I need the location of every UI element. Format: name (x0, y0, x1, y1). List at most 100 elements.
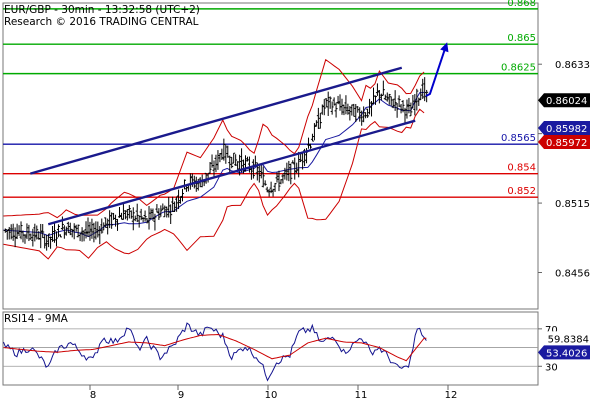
rsi-ma-line (3, 333, 427, 362)
ohlc-bar (17, 225, 21, 236)
ohlc-bar (106, 218, 110, 235)
rsi-line (3, 322, 427, 382)
ohlc-bar (238, 154, 242, 176)
ohlc-bar (72, 223, 76, 240)
moving-average (3, 91, 425, 238)
rsi-frame (2, 311, 539, 386)
ohlc-bar (194, 176, 198, 192)
ohlc-bar (285, 162, 289, 181)
ohlc-bar (340, 98, 344, 115)
ohlc-bar (397, 95, 401, 108)
ohlc-bar (51, 225, 55, 242)
ohlc-bar (395, 103, 399, 118)
ohlc-bar (137, 215, 141, 228)
ohlc-bar (364, 112, 368, 119)
ohlc-bar (289, 163, 293, 185)
y-tick-label: 0.8515 (555, 199, 590, 210)
ohlc-bar (334, 102, 338, 118)
ohlc-bar (391, 98, 395, 109)
ohlc-bar (161, 203, 165, 211)
ohlc-bar (110, 212, 114, 229)
price-tag-box (538, 135, 590, 149)
ohlc-bar (389, 96, 393, 106)
ohlc-bar (64, 226, 68, 236)
ohlc-bar (279, 179, 283, 185)
ohlc-bar (96, 221, 100, 238)
ohlc-bar (151, 208, 155, 221)
ohlc-bar (98, 225, 102, 245)
ohlc-bar (165, 206, 169, 218)
ohlc-bar (117, 206, 121, 218)
ohlc-bar (230, 156, 234, 169)
ohlc-bar (401, 100, 405, 113)
ohlc-bar (314, 120, 318, 127)
ohlc-bar (281, 173, 285, 184)
ohlc-bar (60, 216, 64, 230)
ohlc-bar (348, 106, 352, 121)
ohlc-bar (373, 95, 377, 105)
ohlc-bar (358, 107, 362, 122)
ohlc-bar (92, 222, 96, 243)
channel-lower-line (47, 119, 416, 226)
ohlc-bar (19, 221, 23, 240)
channel-upper-line (30, 66, 403, 175)
ohlc-bar (232, 152, 236, 164)
ohlc-bar (179, 196, 183, 204)
ohlc-bar (318, 112, 322, 129)
ohlc-bar (407, 97, 411, 114)
ohlc-bar (141, 217, 145, 223)
ohlc-bar (375, 83, 379, 96)
ohlc-bar (5, 229, 9, 240)
ohlc-bar (54, 231, 58, 247)
ohlc-bar (387, 93, 391, 105)
ohlc-bar (346, 103, 350, 115)
ohlc-bar (271, 188, 275, 197)
ohlc-bar (177, 189, 181, 210)
price-tag-box (538, 93, 590, 108)
ohlc-bar (84, 221, 88, 239)
ohlc-bar (257, 164, 261, 183)
ohlc-bar (53, 222, 57, 243)
ohlc-bar (147, 206, 151, 230)
ohlc-bar (220, 148, 224, 160)
y-tick-label: 0.8456 (555, 269, 590, 280)
ohlc-bar (328, 96, 332, 109)
ohlc-bar (102, 222, 106, 231)
ohlc-bar (385, 92, 389, 102)
ohlc-bar (159, 205, 163, 217)
ohlc-bar (291, 160, 295, 164)
ohlc-bar (39, 223, 43, 249)
ohlc-bar (267, 189, 271, 197)
ohlc-bar (74, 224, 78, 232)
ohlc-bar (336, 95, 340, 105)
ohlc-bar (45, 234, 49, 251)
ohlc-bar (277, 170, 281, 192)
ohlc-bar (29, 233, 33, 240)
ohlc-bar (342, 104, 346, 116)
ohlc-bar (86, 217, 90, 237)
ohlc-bar (143, 210, 147, 222)
ohlc-bar (121, 202, 125, 220)
ohlc-bar (25, 223, 29, 240)
ohlc-bar (330, 101, 334, 115)
ohlc-bar (265, 186, 269, 193)
ohlc-bar (104, 217, 108, 228)
ohlc-bar (23, 234, 27, 244)
ohlc-bar (293, 157, 297, 180)
ohlc-bar (275, 172, 279, 183)
ohlc-bar (94, 221, 98, 240)
ohlc-bar (58, 234, 62, 238)
ohlc-bar (368, 98, 372, 115)
ohlc-bar (90, 218, 94, 239)
ohlc-bar (405, 99, 409, 119)
ohlc-bar (145, 218, 149, 224)
price-tag-box (538, 121, 590, 135)
ohlc-bar (66, 221, 70, 234)
ohlc-bar (181, 188, 184, 202)
level-label: 0.852 (507, 186, 536, 197)
ohlc-bar (383, 94, 387, 101)
ohlc-bar (360, 110, 364, 126)
ohlc-bar (324, 98, 328, 108)
ohlc-bar (175, 196, 179, 212)
ohlc-bar (411, 94, 415, 109)
